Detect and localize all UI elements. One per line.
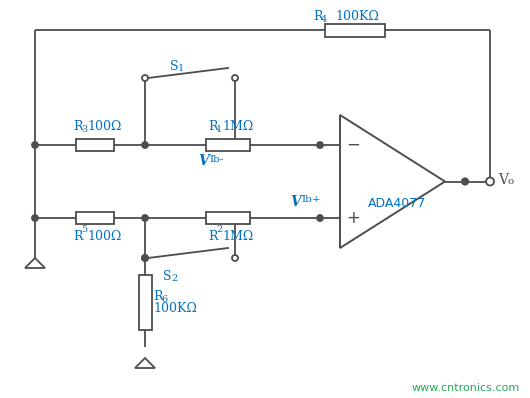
Text: R: R <box>208 121 217 133</box>
Text: R: R <box>73 121 83 133</box>
Circle shape <box>142 215 148 221</box>
Text: 1: 1 <box>178 64 184 73</box>
Circle shape <box>142 75 148 81</box>
Text: 4: 4 <box>321 15 327 24</box>
Circle shape <box>462 178 468 185</box>
Text: o: o <box>507 177 513 186</box>
Text: +: + <box>346 209 360 227</box>
Text: R: R <box>153 290 163 303</box>
Text: 1MΩ: 1MΩ <box>222 230 253 242</box>
Circle shape <box>142 142 148 148</box>
Text: R: R <box>208 230 217 242</box>
Text: S: S <box>163 269 172 283</box>
Circle shape <box>486 178 494 185</box>
Text: 100KΩ: 100KΩ <box>335 10 379 23</box>
Circle shape <box>232 255 238 261</box>
Circle shape <box>317 142 323 148</box>
Text: R: R <box>313 10 322 23</box>
Bar <box>138 275 152 330</box>
Text: 1MΩ: 1MΩ <box>222 121 253 133</box>
Bar <box>76 139 114 151</box>
Text: 1: 1 <box>216 125 222 134</box>
Circle shape <box>142 255 148 261</box>
Text: Ib+: Ib+ <box>301 195 321 205</box>
Text: V: V <box>290 195 301 209</box>
Circle shape <box>32 142 38 148</box>
Text: R: R <box>73 230 83 242</box>
Text: 2: 2 <box>171 274 177 283</box>
Text: S: S <box>170 59 179 72</box>
Circle shape <box>232 75 238 81</box>
Bar <box>206 139 250 151</box>
Polygon shape <box>25 258 45 268</box>
Circle shape <box>462 178 468 185</box>
Circle shape <box>32 215 38 221</box>
Polygon shape <box>340 115 445 248</box>
Text: ADA4077: ADA4077 <box>368 197 427 210</box>
Text: V: V <box>198 154 209 168</box>
Text: 6: 6 <box>161 295 167 304</box>
Text: V: V <box>498 172 508 187</box>
Circle shape <box>142 255 148 261</box>
Text: Ib-: Ib- <box>209 154 223 164</box>
Text: 3: 3 <box>81 125 87 134</box>
Bar <box>206 212 250 224</box>
Text: www.cntronics.com: www.cntronics.com <box>412 383 520 393</box>
Text: 100Ω: 100Ω <box>87 121 121 133</box>
Text: 100Ω: 100Ω <box>87 230 121 242</box>
Bar <box>325 23 385 37</box>
Text: −: − <box>346 136 360 154</box>
Circle shape <box>317 215 323 221</box>
Text: 100KΩ: 100KΩ <box>153 302 197 315</box>
Polygon shape <box>135 358 155 368</box>
Text: 5: 5 <box>81 225 87 234</box>
Bar <box>76 212 114 224</box>
Text: 2: 2 <box>216 225 222 234</box>
